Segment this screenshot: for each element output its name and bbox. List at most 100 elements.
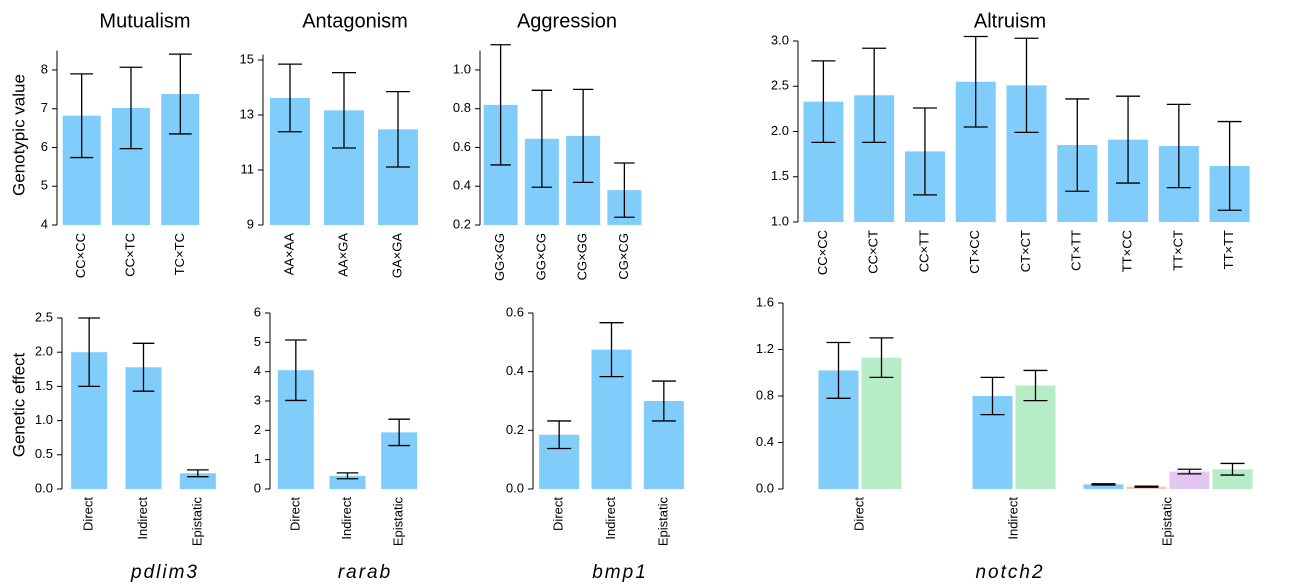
y-tick-label: 0.8	[756, 387, 774, 402]
y-tick-label: 0.0	[35, 480, 53, 495]
bar	[1083, 484, 1124, 489]
bar	[1169, 471, 1210, 489]
x-tick-label: Indirect	[1005, 497, 1020, 540]
y-tick-label: 2.0	[35, 344, 53, 359]
x-tick-label: Epistatic	[655, 497, 670, 547]
x-tick-label: CC×CC	[815, 230, 830, 275]
y-tick-label: 0.2	[506, 422, 524, 437]
y-tick-label: 0.6	[453, 139, 471, 154]
x-tick-label: CT×TT	[1069, 230, 1084, 271]
x-tick-label: TT×CT	[1170, 230, 1185, 271]
x-tick-label: Indirect	[339, 497, 354, 540]
x-tick-label: TT×TT	[1221, 230, 1236, 269]
error-bar	[614, 162, 635, 218]
y-tick-label: 5	[254, 334, 261, 349]
y-tick-label: 0.4	[756, 434, 774, 449]
x-tick-label: Indirect	[603, 497, 618, 540]
error-bar	[980, 376, 1005, 416]
y-tick-label: 13	[240, 106, 254, 121]
y-tick-label: 1.6	[756, 294, 774, 309]
x-tick-label: CC×CC	[73, 233, 88, 278]
y-tick-label: 4	[254, 363, 261, 378]
x-axis-label: bmp1	[592, 562, 648, 583]
y-tick-label: 11	[241, 161, 255, 176]
y-tick-label: 1	[254, 451, 261, 466]
y-tick-label: 1.5	[771, 168, 789, 183]
y-tick-label: 1.0	[35, 412, 53, 427]
x-tick-label: CC×CT	[866, 230, 881, 274]
y-tick-label: 1.0	[771, 213, 789, 228]
error-bar	[336, 472, 359, 480]
error-bar	[811, 60, 836, 144]
x-tick-label: CG×CG	[616, 233, 631, 280]
y-tick-label: 4	[41, 216, 48, 231]
error-bar	[332, 72, 356, 149]
x-tick-label: GA×GA	[389, 233, 404, 278]
x-tick-label: Epistatic	[1159, 497, 1174, 547]
error-bar	[1134, 485, 1159, 488]
error-bar	[285, 339, 307, 402]
error-bar	[132, 342, 155, 392]
x-tick-label: Indirect	[135, 497, 150, 540]
error-bar	[386, 90, 410, 168]
error-bar	[547, 420, 572, 450]
error-bar	[531, 89, 553, 188]
x-axis-label: pdlim3	[130, 562, 199, 583]
error-bar	[388, 418, 410, 447]
y-tick-label: 0	[254, 480, 261, 495]
y-tick-label: 3	[254, 392, 261, 407]
error-bar	[869, 337, 894, 379]
y-tick-label: 1.5	[35, 378, 53, 393]
y-tick-label: 6	[254, 304, 261, 319]
x-tick-label: AA×GA	[335, 233, 350, 277]
y-tick-label: 0.6	[506, 304, 524, 319]
x-tick-label: TC×TC	[172, 233, 187, 275]
error-bar	[862, 47, 887, 144]
error-bar	[278, 63, 302, 133]
x-tick-label: CG×GG	[575, 233, 590, 280]
x-tick-label: Epistatic	[391, 497, 406, 547]
y-tick-label: 0.8	[453, 100, 471, 115]
error-bar	[1014, 37, 1039, 134]
y-tick-label: 1.2	[756, 341, 774, 356]
error-bar	[1217, 120, 1242, 211]
error-bar	[70, 73, 94, 159]
y-tick-label: 1.0	[453, 61, 471, 76]
x-tick-label: Direct	[851, 497, 866, 531]
y-tick-label: 6	[41, 139, 48, 154]
bar	[1212, 469, 1253, 489]
y-tick-label: 0.2	[453, 216, 471, 231]
y-tick-label: 5	[41, 178, 48, 193]
error-bar	[187, 469, 209, 478]
x-tick-label: CT×CT	[1018, 230, 1033, 272]
bar	[1015, 385, 1056, 489]
y-tick-label: 0.4	[506, 363, 524, 378]
y-tick-label: 2.0	[771, 123, 789, 138]
y-axis-label: Genotypic value	[9, 74, 28, 196]
y-tick-label: 2.5	[771, 78, 789, 93]
y-tick-label: 0.0	[756, 480, 774, 495]
error-bar	[1177, 468, 1202, 475]
error-bar	[963, 35, 988, 128]
error-bar	[78, 317, 100, 388]
x-tick-label: Direct	[81, 497, 96, 531]
chart-title: Antagonism	[302, 10, 408, 32]
chart-title: Mutualism	[99, 10, 190, 32]
y-tick-label: 8	[41, 61, 48, 76]
y-tick-label: 0.5	[35, 446, 53, 461]
x-axis-label: notch2	[975, 562, 1044, 583]
chart-title: Aggression	[517, 10, 617, 32]
y-tick-label: 0.4	[453, 178, 471, 193]
x-tick-label: GG×GG	[492, 233, 507, 281]
error-bar	[1220, 462, 1245, 476]
error-bar	[651, 380, 676, 422]
y-tick-label: 3.0	[771, 32, 789, 47]
x-tick-label: AA×AA	[281, 233, 296, 276]
x-tick-label: GG×CG	[533, 233, 548, 280]
error-bar	[599, 322, 624, 378]
error-bar	[826, 341, 851, 399]
error-bar	[168, 53, 192, 135]
bar	[861, 357, 902, 489]
error-bar	[1166, 103, 1191, 189]
